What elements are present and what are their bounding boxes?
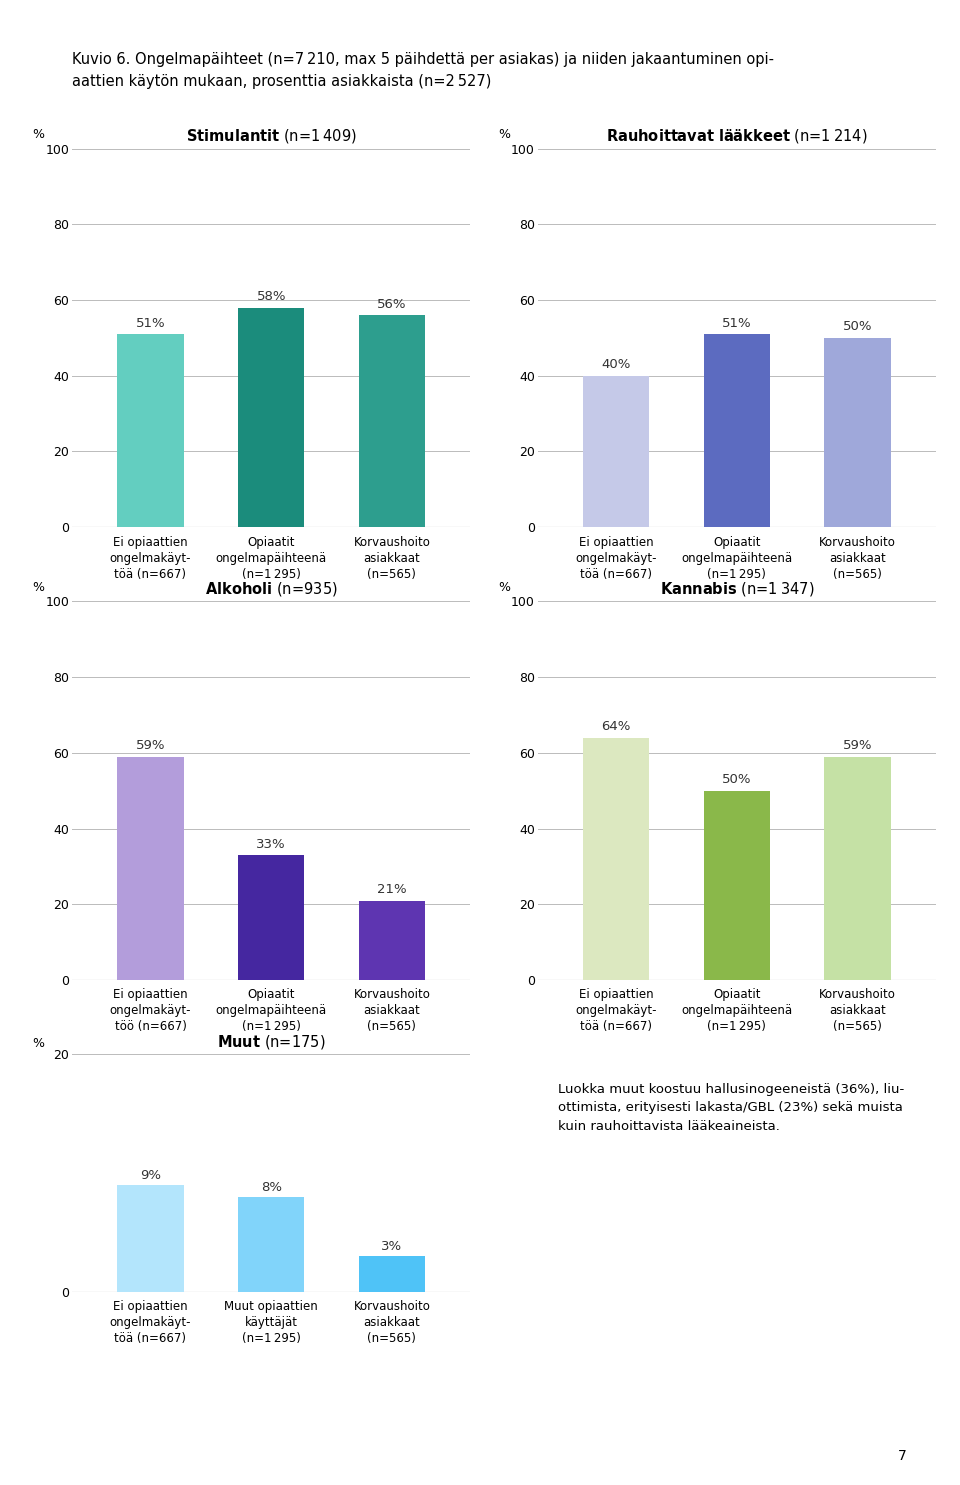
Bar: [825, 757, 891, 980]
Text: 59%: 59%: [843, 740, 873, 751]
Bar: [704, 334, 770, 527]
Text: 9%: 9%: [140, 1169, 161, 1182]
Text: 50%: 50%: [843, 321, 873, 333]
Text: 51%: 51%: [722, 316, 752, 330]
Title: $\bf{Kannabis}$ (n=1 347): $\bf{Kannabis}$ (n=1 347): [660, 579, 814, 597]
Bar: [238, 1197, 304, 1292]
Text: %: %: [32, 581, 44, 594]
Text: Opiaatit
ongelmapäihteenä
(n=1 295): Opiaatit ongelmapäihteenä (n=1 295): [216, 536, 326, 581]
Text: Luokka muut koostuu hallusinogeeneistä (36%), liu-
ottimista, erityisesti lakast: Luokka muut koostuu hallusinogeeneistä (…: [558, 1083, 903, 1133]
Text: 8%: 8%: [261, 1181, 281, 1194]
Text: 58%: 58%: [256, 290, 286, 303]
Bar: [359, 900, 425, 980]
Title: $\bf{Rauhoittavat\ lääkkeet}$ (n=1 214): $\bf{Rauhoittavat\ lääkkeet}$ (n=1 214): [606, 126, 868, 144]
Text: Kuvio 6. Ongelmapäihteet (n=7 210, max 5 päihdettä per asiakas) ja niiden jakaan: Kuvio 6. Ongelmapäihteet (n=7 210, max 5…: [72, 52, 774, 89]
Text: Ei opiaattien
ongelmakäyt-
töö (n=667): Ei opiaattien ongelmakäyt- töö (n=667): [109, 989, 191, 1034]
Text: Korvaushoito
asiakkaat
(n=565): Korvaushoito asiakkaat (n=565): [353, 989, 430, 1034]
Text: Ei opiaattien
ongelmakäyt-
töä (n=667): Ei opiaattien ongelmakäyt- töä (n=667): [575, 989, 657, 1034]
Text: 50%: 50%: [722, 774, 752, 786]
Text: 7: 7: [898, 1449, 907, 1463]
Text: Muut opiaattien
käyttäjät
(n=1 295): Muut opiaattien käyttäjät (n=1 295): [225, 1301, 318, 1345]
Text: 51%: 51%: [135, 316, 165, 330]
Text: Opiaatit
ongelmapäihteenä
(n=1 295): Opiaatit ongelmapäihteenä (n=1 295): [682, 536, 792, 581]
Text: 40%: 40%: [601, 358, 631, 371]
Bar: [359, 1256, 425, 1292]
Text: Opiaatit
ongelmapäihteenä
(n=1 295): Opiaatit ongelmapäihteenä (n=1 295): [216, 989, 326, 1034]
Bar: [704, 790, 770, 980]
Bar: [583, 738, 649, 980]
Bar: [238, 307, 304, 527]
Text: %: %: [32, 128, 44, 141]
Bar: [117, 1185, 183, 1292]
Bar: [359, 315, 425, 527]
Text: %: %: [497, 128, 510, 141]
Bar: [117, 757, 183, 980]
Text: %: %: [497, 581, 510, 594]
Text: Korvaushoito
asiakkaat
(n=565): Korvaushoito asiakkaat (n=565): [819, 536, 896, 581]
Bar: [238, 855, 304, 980]
Text: Korvaushoito
asiakkaat
(n=565): Korvaushoito asiakkaat (n=565): [819, 989, 896, 1034]
Text: 59%: 59%: [135, 740, 165, 751]
Text: Korvaushoito
asiakkaat
(n=565): Korvaushoito asiakkaat (n=565): [353, 536, 430, 581]
Text: Ei opiaattien
ongelmakäyt-
töä (n=667): Ei opiaattien ongelmakäyt- töä (n=667): [109, 536, 191, 581]
Text: 21%: 21%: [377, 884, 407, 895]
Text: Ei opiaattien
ongelmakäyt-
töä (n=667): Ei opiaattien ongelmakäyt- töä (n=667): [575, 536, 657, 581]
Bar: [825, 339, 891, 527]
Title: $\bf{Stimulantit}$ (n=1 409): $\bf{Stimulantit}$ (n=1 409): [185, 126, 357, 144]
Text: Korvaushoito
asiakkaat
(n=565): Korvaushoito asiakkaat (n=565): [353, 1301, 430, 1345]
Text: %: %: [32, 1037, 44, 1050]
Bar: [117, 334, 183, 527]
Title: $\bf{Alkoholi}$ (n=935): $\bf{Alkoholi}$ (n=935): [204, 579, 338, 597]
Text: 33%: 33%: [256, 838, 286, 851]
Text: 3%: 3%: [381, 1240, 402, 1253]
Bar: [583, 376, 649, 527]
Title: $\bf{Muut}$ (n=175): $\bf{Muut}$ (n=175): [217, 1032, 325, 1050]
Text: Ei opiaattien
ongelmakäyt-
töä (n=667): Ei opiaattien ongelmakäyt- töä (n=667): [109, 1301, 191, 1345]
Text: 64%: 64%: [601, 720, 631, 734]
Text: Opiaatit
ongelmapäihteenä
(n=1 295): Opiaatit ongelmapäihteenä (n=1 295): [682, 989, 792, 1034]
Text: 56%: 56%: [377, 297, 407, 310]
